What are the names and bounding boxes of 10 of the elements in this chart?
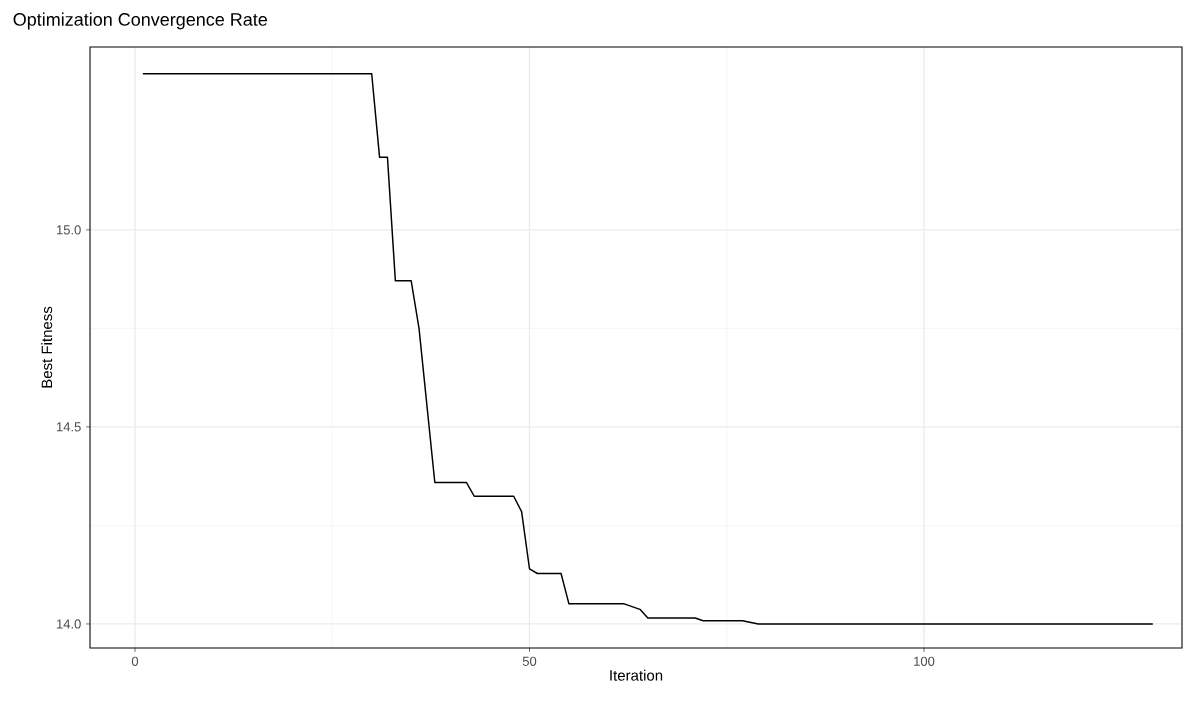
x-tick-label: 50	[522, 656, 537, 666]
x-tick-label: 100	[914, 656, 935, 666]
y-tick-label: 14.5	[56, 422, 81, 432]
y-axis-title: Best Fitness	[41, 306, 53, 388]
y-tick-label: 14.0	[56, 619, 81, 629]
x-axis-title: Iteration	[610, 669, 663, 681]
line-series	[142, 73, 1154, 625]
chart-title: Optimization Convergence Rate	[13, 12, 268, 30]
y-tick-label: 15.0	[56, 225, 81, 235]
x-tick-label: 0	[131, 656, 139, 666]
